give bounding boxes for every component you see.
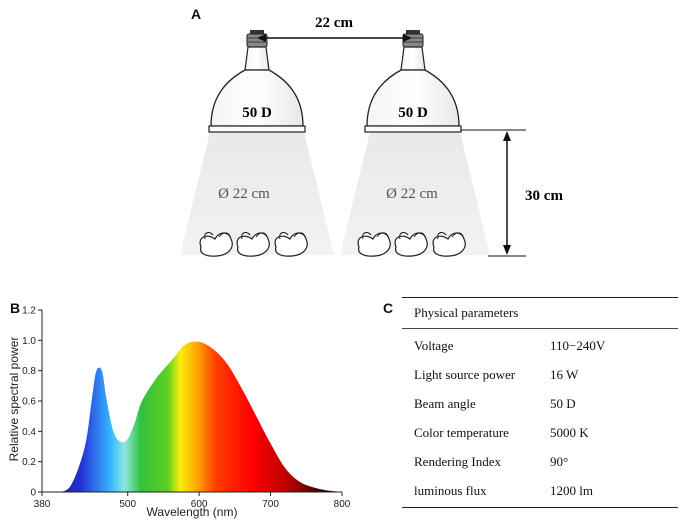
lamp-spacing-label: 22 cm: [315, 15, 353, 31]
param-name: Color temperature: [414, 425, 509, 440]
table-row: Beam angle 50 D: [402, 389, 678, 418]
spacing-arrowhead-left: [257, 34, 266, 42]
height-arrowhead-top: [503, 131, 511, 141]
table-row: luminous flux 1200 lm: [402, 476, 678, 505]
lamp-setup-diagram: 50 D 50 D 22 cm Ø 22 cm Ø 22 cm 30 cm: [180, 15, 563, 257]
table-row: Color temperature 5000 K: [402, 418, 678, 447]
param-value: 110−240V: [550, 338, 606, 353]
table-row: Voltage 110−240V: [402, 331, 678, 360]
y-tick-label: 0: [30, 488, 36, 499]
param-name: Rendering Index: [414, 454, 502, 469]
param-value: 5000 K: [550, 425, 589, 440]
x-tick-label: 800: [334, 499, 351, 510]
lamp-height-label: 30 cm: [525, 188, 563, 204]
beam-diameter-left: Ø 22 cm: [218, 186, 270, 202]
spacing-arrowhead-right: [403, 34, 412, 42]
lamp-right-label: 50 D: [398, 105, 428, 121]
param-value: 50 D: [550, 396, 576, 411]
param-name: Voltage: [414, 338, 454, 353]
x-axis-title: Wavelength (nm): [147, 505, 238, 519]
param-name: Light source power: [414, 367, 516, 382]
y-tick-label: 1.0: [22, 336, 36, 347]
param-value: 90°: [550, 454, 569, 469]
param-name: Beam angle: [414, 396, 476, 411]
panel-c-label: C: [383, 300, 394, 316]
height-arrowhead-bottom: [503, 245, 511, 255]
light-beam-left: [180, 132, 334, 255]
y-tick-label: 0.8: [22, 366, 36, 377]
panel-a-label: A: [191, 6, 202, 22]
spectral-power-chart: 0 0.2 0.4 0.6 0.8 1.0 1.2 380 500 600 700 800 Relat…: [7, 306, 351, 520]
table-header-rule: [402, 328, 678, 329]
light-beam-right: [340, 132, 490, 255]
y-tick-label: 0.6: [22, 397, 36, 408]
table-header: Physical parameters: [414, 305, 519, 320]
table-bottom-rule: [402, 507, 678, 508]
param-value: 1200 lm: [550, 483, 593, 498]
table-row: Light source power 16 W: [402, 360, 678, 389]
y-axis-title: Relative spectral power: [7, 337, 21, 462]
x-tick-label: 500: [119, 499, 136, 510]
beam-diameter-right: Ø 22 cm: [386, 186, 438, 202]
panel-b-label: B: [10, 300, 21, 316]
x-tick-label: 700: [262, 499, 279, 510]
plot-area: 0 0.2 0.4 0.6 0.8 1.0 1.2 380 500 600 700 800: [22, 306, 351, 511]
table-row: Rendering Index 90°: [402, 447, 678, 476]
y-tick-label: 1.2: [22, 306, 36, 317]
lamp-left-label: 50 D: [242, 105, 272, 121]
physical-parameters-table: Physical parameters Voltage 110−240V Lig…: [402, 297, 678, 508]
y-tick-label: 0.2: [22, 457, 36, 468]
param-name: luminous flux: [414, 483, 487, 498]
spectrum-area: [56, 341, 343, 492]
table-top-rule: [402, 297, 678, 298]
y-tick-label: 0.4: [22, 427, 36, 438]
param-value: 16 W: [550, 367, 579, 382]
x-tick-label: 380: [34, 499, 51, 510]
x-tick-label: 600: [191, 499, 208, 510]
